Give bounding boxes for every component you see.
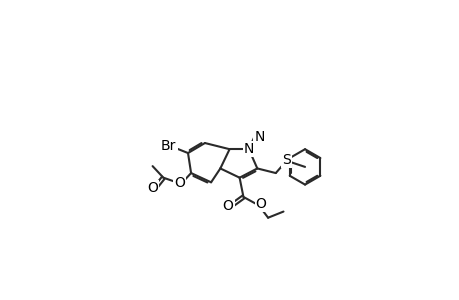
Text: O: O [222, 199, 233, 213]
Text: Br: Br [161, 139, 176, 153]
Text: N: N [243, 142, 253, 156]
Text: S: S [281, 153, 290, 167]
Text: O: O [255, 197, 266, 211]
Text: O: O [147, 182, 158, 196]
Text: N: N [254, 130, 264, 144]
Text: N: N [243, 142, 253, 156]
Text: O: O [174, 176, 185, 190]
